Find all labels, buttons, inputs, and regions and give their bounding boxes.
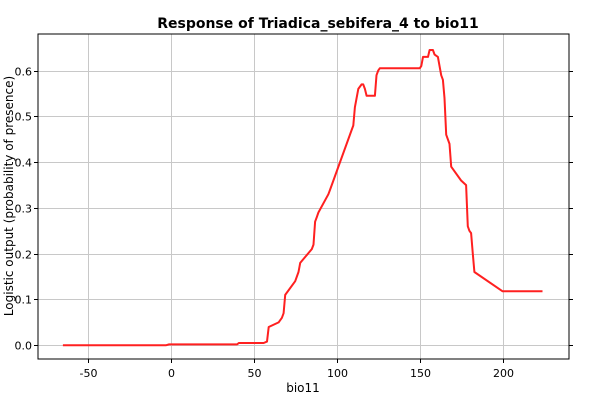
series-group	[62, 49, 543, 347]
x-tick-label: 100	[327, 367, 348, 380]
gridlines	[38, 34, 569, 359]
y-tick-label: 0.3	[15, 203, 33, 216]
y-tick-label: 0.5	[15, 111, 33, 124]
y-tick-labels: 0.0 0.1 0.2 0.3 0.4 0.5 0.6	[15, 66, 33, 353]
y-tick-label: 0.4	[15, 157, 33, 170]
response-curve	[62, 49, 543, 347]
x-tick-label: 200	[493, 367, 514, 380]
x-tick-label: 150	[410, 367, 431, 380]
x-tick-label: 0	[168, 367, 175, 380]
axis-ticks	[34, 71, 573, 363]
chart-title: Response of Triadica_sebifera_4 to bio11	[157, 16, 479, 32]
y-tick-label: 0.6	[15, 66, 33, 79]
x-tick-labels: -50 0 50 100 150 200	[80, 367, 514, 380]
y-tick-label: 0.1	[15, 294, 33, 307]
x-axis-label: bio11	[286, 381, 320, 395]
y-tick-label: 0.0	[15, 340, 33, 353]
plot-frame	[37, 33, 570, 360]
y-axis-label: Logistic output (probability of presence…	[2, 76, 16, 316]
x-tick-label: -50	[80, 367, 98, 380]
x-tick-label: 50	[248, 367, 262, 380]
y-tick-label: 0.2	[15, 249, 33, 262]
